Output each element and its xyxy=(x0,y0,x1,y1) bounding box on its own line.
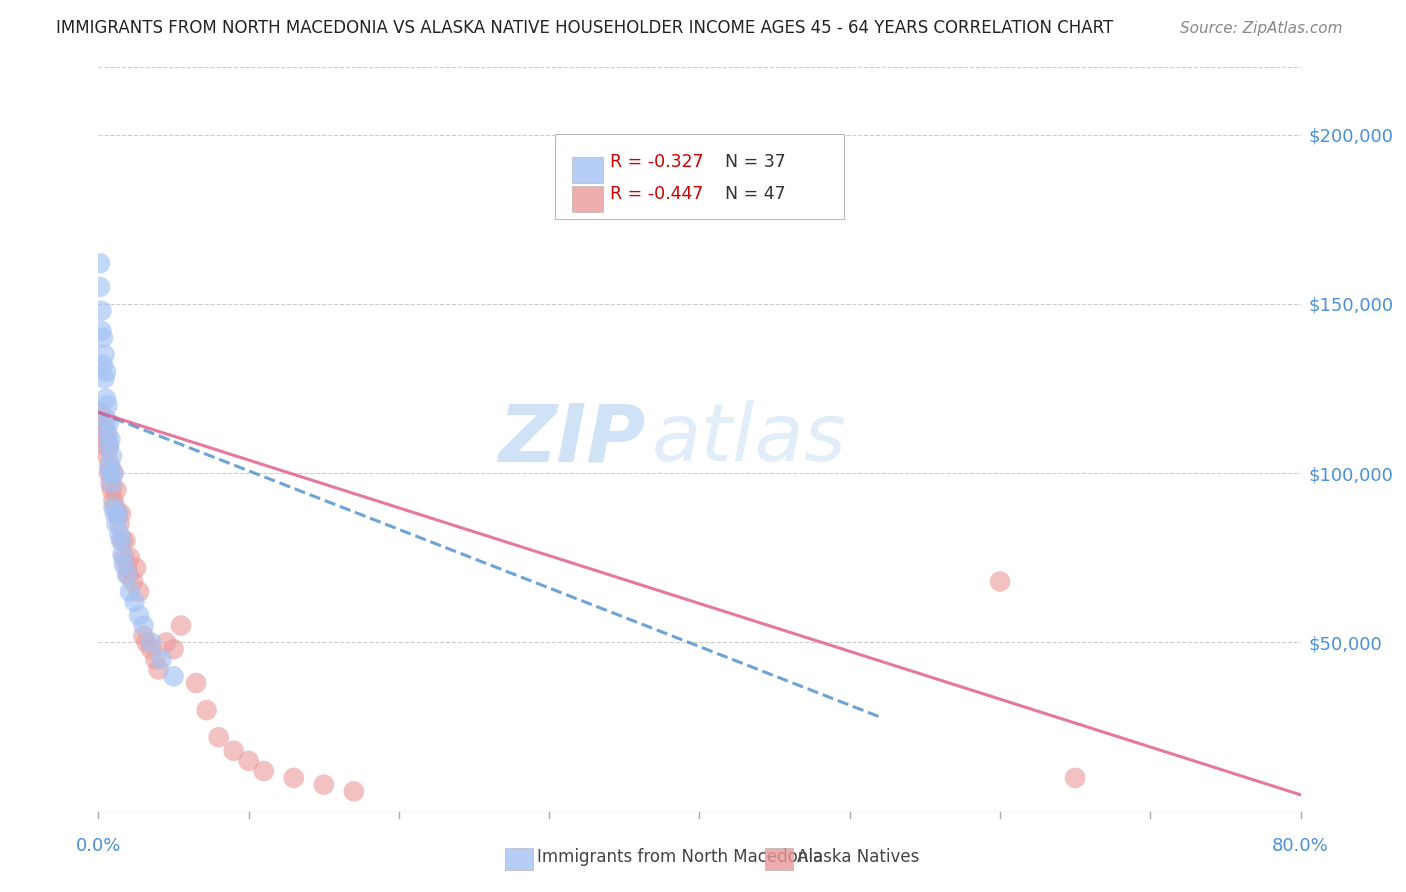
Point xyxy=(89,280,111,294)
Point xyxy=(90,324,112,338)
Point xyxy=(103,466,125,480)
Point xyxy=(148,663,170,677)
Point xyxy=(283,771,305,785)
Point xyxy=(132,618,155,632)
Point xyxy=(103,500,125,514)
Point xyxy=(118,584,141,599)
Point xyxy=(93,348,115,362)
Point xyxy=(104,500,127,514)
Point xyxy=(988,574,1011,589)
Point xyxy=(132,629,155,643)
Text: atlas: atlas xyxy=(651,401,846,478)
Point xyxy=(101,483,124,497)
Point xyxy=(162,669,184,683)
Point xyxy=(222,744,245,758)
Point xyxy=(103,493,125,508)
Point xyxy=(94,439,117,453)
Point xyxy=(93,422,115,436)
Point xyxy=(195,703,218,717)
Point xyxy=(1064,771,1087,785)
Point xyxy=(103,466,125,480)
Point xyxy=(108,527,131,541)
Point xyxy=(90,405,112,419)
Point xyxy=(312,778,335,792)
Text: N = 47: N = 47 xyxy=(725,185,786,202)
Point xyxy=(100,459,122,474)
Point xyxy=(97,439,120,453)
Point xyxy=(90,303,112,318)
Point xyxy=(100,433,122,447)
Point xyxy=(150,652,173,666)
Point xyxy=(100,466,122,480)
Point xyxy=(91,416,114,430)
Point xyxy=(96,449,118,463)
Text: 0.0%: 0.0% xyxy=(76,837,121,855)
Point xyxy=(97,459,120,474)
Point xyxy=(145,652,167,666)
Point xyxy=(111,533,134,548)
Point xyxy=(105,483,128,497)
Text: R = -0.447: R = -0.447 xyxy=(610,185,703,202)
Text: IMMIGRANTS FROM NORTH MACEDONIA VS ALASKA NATIVE HOUSEHOLDER INCOME AGES 45 - 64: IMMIGRANTS FROM NORTH MACEDONIA VS ALASK… xyxy=(56,19,1114,37)
Text: Immigrants from North Macedonia: Immigrants from North Macedonia xyxy=(537,847,823,865)
Point xyxy=(124,595,146,609)
Point xyxy=(162,642,184,657)
Point xyxy=(91,358,114,372)
Point xyxy=(253,764,276,778)
Point xyxy=(238,754,260,768)
Point xyxy=(101,476,124,491)
Text: N = 37: N = 37 xyxy=(725,153,786,171)
Point xyxy=(128,584,150,599)
Point xyxy=(94,425,117,440)
Point xyxy=(89,256,111,270)
Point xyxy=(208,730,231,744)
Point xyxy=(122,574,145,589)
Point xyxy=(96,399,118,413)
Text: 80.0%: 80.0% xyxy=(1272,837,1329,855)
Point xyxy=(112,558,135,572)
Point xyxy=(100,476,122,491)
Point xyxy=(117,567,139,582)
Point xyxy=(110,507,132,521)
Point xyxy=(111,548,134,562)
Point xyxy=(94,392,117,406)
Point xyxy=(97,416,120,430)
Point xyxy=(108,516,131,531)
Point xyxy=(112,550,135,565)
Point xyxy=(135,635,157,649)
Point xyxy=(128,608,150,623)
Point xyxy=(94,365,117,379)
Point xyxy=(104,507,127,521)
Point xyxy=(96,433,118,447)
Point xyxy=(115,567,138,582)
Text: Alaska Natives: Alaska Natives xyxy=(797,847,920,865)
Point xyxy=(96,425,118,440)
Point xyxy=(101,449,124,463)
Point xyxy=(139,635,162,649)
Point xyxy=(139,642,162,657)
Point xyxy=(94,412,117,426)
Point xyxy=(110,533,132,548)
Point xyxy=(184,676,207,690)
Point xyxy=(118,550,141,565)
Point xyxy=(93,371,115,385)
Point xyxy=(125,561,148,575)
Point xyxy=(107,507,129,521)
Point xyxy=(115,561,138,575)
Point xyxy=(170,618,193,632)
Point xyxy=(105,516,128,531)
Point xyxy=(107,507,129,521)
Text: R = -0.327: R = -0.327 xyxy=(610,153,704,171)
Point xyxy=(155,635,177,649)
Text: Source: ZipAtlas.com: Source: ZipAtlas.com xyxy=(1180,21,1343,36)
Point xyxy=(114,533,136,548)
Point xyxy=(97,439,120,453)
Point xyxy=(91,331,114,345)
Text: ZIP: ZIP xyxy=(498,401,645,478)
Point xyxy=(343,784,366,798)
Point xyxy=(97,466,120,480)
